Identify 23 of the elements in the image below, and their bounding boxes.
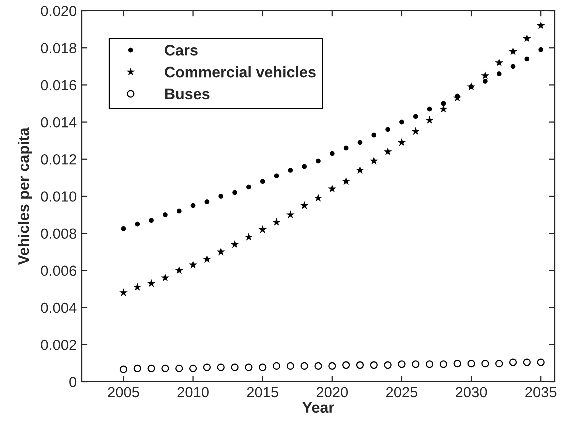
x-tick-label: 2020 <box>316 387 348 398</box>
x-axis-title: Year <box>302 402 334 414</box>
y-tick-label: 0.012 <box>41 154 76 165</box>
y-axis-title: Vehicles per capita <box>18 128 32 266</box>
y-tick-label: 0.018 <box>41 43 77 54</box>
y-tick-label: 0 <box>70 377 77 388</box>
y-tick-label: 0.004 <box>41 302 77 314</box>
x-tick-label: 2005 <box>108 387 140 398</box>
x-tick-label: 2015 <box>247 387 278 398</box>
x-tick-label: 2035 <box>526 387 557 398</box>
y-tick-label: 0.010 <box>41 192 77 202</box>
legend-label: Commercial vehicles <box>165 66 316 78</box>
legend-label: Cars <box>165 45 198 56</box>
y-tick-label: 0.020 <box>41 6 77 16</box>
y-tick-label: 0.014 <box>41 117 77 128</box>
y-tick-label: 0.002 <box>41 340 76 350</box>
x-tick-label: 2025 <box>386 387 418 398</box>
y-tick-label: 0.016 <box>41 80 76 91</box>
x-tick-label: 2030 <box>456 387 488 398</box>
y-tick-label: 0.008 <box>41 228 77 240</box>
x-tick-label: 2010 <box>178 387 209 398</box>
legend-label: Buses <box>166 88 210 100</box>
y-tick-label: 0.006 <box>41 266 76 276</box>
